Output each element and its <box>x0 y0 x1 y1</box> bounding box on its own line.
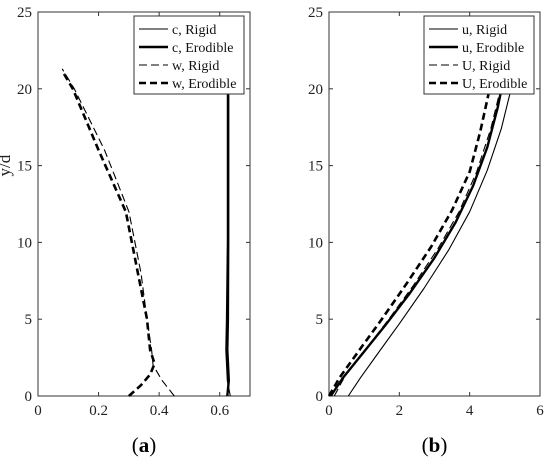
series-line-c-erodible <box>226 68 231 397</box>
x-tick-label: 6 <box>536 403 544 419</box>
x-tick-label: 4 <box>466 403 474 419</box>
panel-label-letter: b <box>429 433 441 457</box>
legend-entry: U, Rigid <box>462 59 510 74</box>
legend-entry: c, Erodible <box>172 41 233 56</box>
y-tick-label: 5 <box>25 312 33 328</box>
panel-label-open: ( <box>422 433 429 457</box>
y-tick-label: 20 <box>308 82 323 98</box>
y-tick-label: 10 <box>308 235 323 251</box>
series-line-w-rigid <box>61 68 175 397</box>
x-tick-label: 2 <box>396 403 404 419</box>
y-tick-label: 0 <box>316 389 324 405</box>
x-tick-label: 0 <box>34 403 42 419</box>
legend-entry: w, Erodible <box>172 77 236 92</box>
series-line-w-erodible <box>62 72 156 397</box>
panel-b: 0 2 4 6 0 5 10 15 20 25 u, Rigid u, Erodible U, Rigi… <box>308 5 544 457</box>
y-tick-label: 5 <box>316 312 324 328</box>
panel-label-letter: a <box>139 433 150 457</box>
y-tick-label: 20 <box>17 82 32 98</box>
series-line-u-rigid <box>333 68 506 397</box>
legend-entry: c, Rigid <box>172 23 216 38</box>
legend-entry: u, Rigid <box>462 23 507 38</box>
legend: u, Rigid u, Erodible U, Rigid U, Erodible <box>423 15 535 95</box>
series-line-u-erodible <box>327 73 493 397</box>
y-tick-label: 25 <box>17 5 32 21</box>
y-tick-label: 25 <box>308 5 323 21</box>
y-tick-label: 15 <box>308 159 323 175</box>
series-line-u-rigid <box>347 68 515 397</box>
x-tick-label: 0.4 <box>150 403 169 419</box>
panel-label-open: ( <box>132 433 139 457</box>
y-tick-label: 10 <box>17 235 32 251</box>
x-tick-label: 0.6 <box>210 403 229 419</box>
panel-label-close: ) <box>149 433 156 457</box>
legend-entry: w, Rigid <box>172 59 219 74</box>
legend-entry: u, Erodible <box>462 41 524 56</box>
legend: c, Rigid c, Erodible w, Rigid w, Erodible <box>133 15 245 95</box>
y-axis-label: y/d <box>0 154 14 176</box>
x-tick-label: 0 <box>325 403 333 419</box>
panel-label-close: ) <box>440 433 447 457</box>
panel-a: 0 0.2 0.4 0.6 0 5 10 15 20 25 y/d c, Rigid c, Erodib… <box>0 5 251 457</box>
legend-entry: U, Erodible <box>462 77 527 92</box>
panel-label: (a) <box>132 433 157 457</box>
y-tick-label: 15 <box>17 159 32 175</box>
y-tick-label: 0 <box>25 389 33 405</box>
x-tick-label: 0.2 <box>89 403 108 419</box>
panel-label: (b) <box>422 433 448 457</box>
